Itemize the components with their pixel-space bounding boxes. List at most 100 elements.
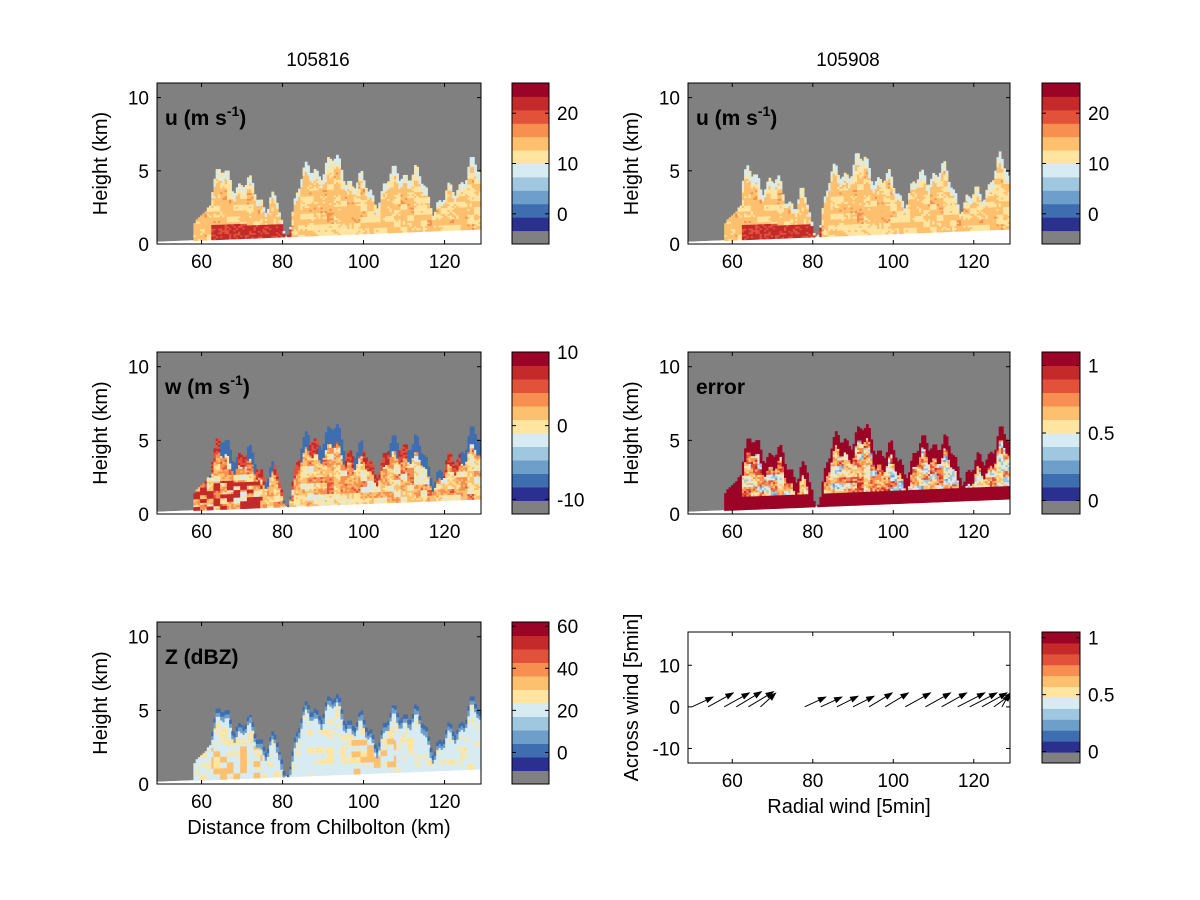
data-cells — [724, 424, 1010, 511]
colorbar-swatch — [512, 190, 549, 205]
colorbar-swatch — [1042, 217, 1080, 232]
colorbar-swatch — [1042, 433, 1080, 447]
colorbar-swatch — [1042, 123, 1080, 138]
y-tick-label: 5 — [669, 162, 680, 183]
axes-frame — [687, 631, 1011, 764]
colorbar-swatch — [512, 163, 549, 178]
wind-arrow-14 — [941, 692, 968, 708]
colorbar-tick-label: 20 — [557, 104, 578, 125]
x-tick-label: 60 — [191, 792, 212, 813]
y-tick-label: 10 — [128, 628, 149, 649]
colorbar-swatch — [1042, 632, 1080, 644]
wind-arrow-11 — [884, 692, 910, 708]
x-tick-label: 80 — [802, 522, 823, 543]
colorbar: 0 10 20 — [1041, 82, 1109, 245]
colorbar-tick-label: 0.5 — [1088, 686, 1114, 707]
y-tick-label: 5 — [669, 431, 680, 452]
x-tick-label: 80 — [802, 252, 823, 273]
colorbar-tick-label: 0 — [1088, 492, 1099, 513]
panel-label-text: w (m s — [164, 376, 230, 399]
column-title-right: 105908 — [816, 50, 879, 71]
colorbar-swatch — [512, 676, 549, 690]
wind-arrow-17 — [981, 692, 1008, 708]
colorbar-swatch — [512, 446, 549, 461]
colorbar-swatch — [1042, 697, 1080, 709]
axes-frame — [156, 621, 482, 785]
colorbar-swatch — [1042, 500, 1080, 515]
colorbar-swatch — [512, 217, 549, 232]
panel-label-text: u (m s — [696, 107, 758, 130]
colorbar-tick-label: 10 — [557, 343, 578, 364]
colorbar: 00.51 — [1041, 629, 1114, 764]
x-tick-label: 120 — [429, 252, 461, 273]
y-axis-label: Height (km) — [90, 112, 112, 215]
wind-arrow-5 — [760, 692, 777, 708]
colorbar-swatch — [1042, 487, 1080, 501]
panel-label: w (m s-1) — [164, 372, 250, 399]
x-tick-label: 100 — [348, 792, 380, 813]
data-cells — [193, 694, 481, 781]
colorbar-swatch — [1042, 379, 1080, 393]
x-tick-label: 100 — [348, 522, 380, 543]
y-axis-label: Height (km) — [90, 651, 112, 754]
panel-0: 60 80 100 120 0 5 10 Height (km) 0 10 20 u (m s-1) — [90, 82, 578, 273]
colorbar-tick-label: 0 — [1088, 743, 1099, 764]
data-cells — [193, 424, 481, 511]
wind-arrow-7 — [820, 696, 843, 708]
wind-arrow-8 — [836, 695, 860, 708]
y-tick-label: 0 — [138, 775, 149, 796]
colorbar-swatch — [512, 365, 549, 380]
colorbar-swatch — [1042, 190, 1080, 205]
colorbar-swatch — [1042, 730, 1080, 742]
colorbar-swatch — [1042, 176, 1080, 191]
wind-arrow-6 — [804, 696, 827, 708]
panel-label-text: Z (dBZ) — [165, 646, 238, 669]
colorbar-swatch — [512, 392, 549, 407]
colorbar-tick-label: 0 — [1088, 205, 1099, 226]
x-tick-label: 100 — [877, 771, 909, 792]
y-tick-label: 10 — [659, 656, 680, 677]
colorbar-swatch — [512, 500, 549, 515]
wind-arrow-0 — [691, 696, 715, 708]
wind-arrow-2 — [723, 692, 751, 708]
x-tick-label: 60 — [722, 252, 743, 273]
data-cells — [724, 151, 1010, 241]
panel-label: Z (dBZ) — [165, 646, 238, 669]
colorbar-swatch — [512, 230, 549, 245]
colorbar-swatch — [512, 136, 549, 151]
y-tick-label: 10 — [128, 358, 149, 379]
colorbar-swatch — [1042, 136, 1080, 151]
wind-arrow-12 — [905, 692, 932, 708]
y-tick-label: 0 — [669, 698, 680, 719]
colorbar-tick-label: 0 — [557, 743, 568, 764]
x-tick-label: 120 — [429, 522, 461, 543]
colorbar-swatch — [512, 743, 549, 758]
colorbar-swatch — [512, 757, 549, 771]
colorbar-swatch — [512, 352, 549, 366]
colorbar-tick-label: 60 — [557, 617, 578, 638]
colorbar-swatch — [512, 150, 549, 164]
y-tick-label: 0 — [669, 505, 680, 526]
wind-arrow-15 — [957, 692, 986, 708]
wind-arrow-10 — [868, 692, 894, 708]
x-tick-label: 80 — [272, 252, 293, 273]
colorbar-swatch — [512, 716, 549, 731]
x-tick-label: 80 — [272, 792, 293, 813]
x-tick-label: 120 — [958, 252, 990, 273]
column-title-left: 105816 — [286, 50, 349, 71]
y-axis-label: Height (km) — [621, 381, 643, 484]
x-tick-label: 60 — [191, 522, 212, 543]
x-axis-label: Radial wind [5min] — [767, 796, 930, 818]
colorbar-swatch — [1042, 675, 1080, 688]
data-cells — [193, 154, 481, 241]
x-tick-label: 80 — [802, 771, 823, 792]
colorbar-tick-label: 20 — [557, 701, 578, 722]
panel-label-sup: -1 — [227, 103, 240, 119]
colorbar-swatch — [512, 703, 549, 717]
colorbar-swatch — [1042, 741, 1080, 753]
x-tick-label: 60 — [191, 252, 212, 273]
panel-label: u (m s-1) — [165, 103, 246, 130]
colorbar-swatch — [1042, 719, 1080, 731]
colorbar-swatch — [512, 622, 549, 636]
